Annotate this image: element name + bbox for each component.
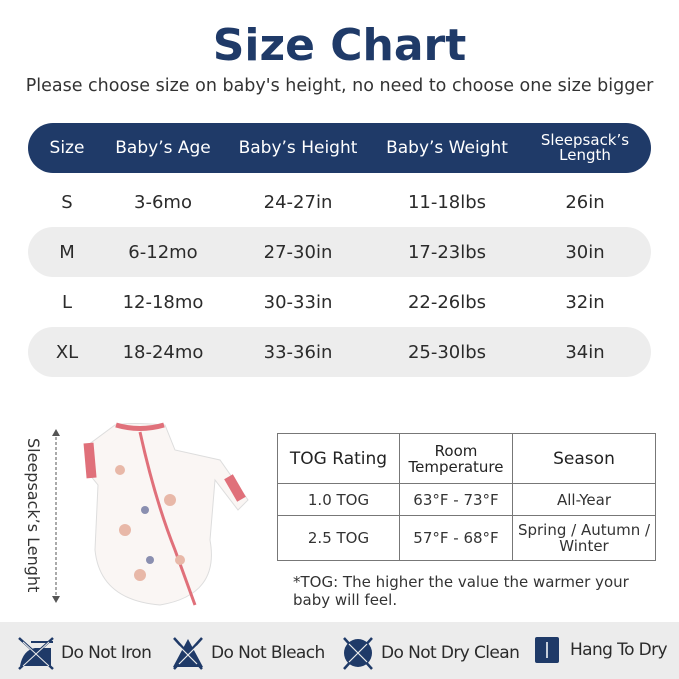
cell-height: 27-30in [263, 241, 333, 263]
tog-table: TOG Rating Room Temperature Season 1.0 T… [277, 433, 656, 561]
care-item: Do Not Iron [17, 636, 152, 670]
cell-length: 34in [565, 341, 605, 363]
cell-size: S [61, 191, 73, 213]
page-title: Size Chart [212, 20, 467, 71]
cell-length: 30in [565, 241, 605, 263]
cell-height: 33-36in [263, 341, 333, 363]
cell-weight: 25-30lbs [407, 341, 487, 363]
care-label: Hang To Dry [570, 640, 668, 660]
tog-cell: 2.5 TOG [277, 515, 400, 561]
tog-header-temp: Room Temperature [399, 433, 513, 484]
tog-header-rating: TOG Rating [277, 433, 400, 484]
cell-age: 12-18mo [122, 291, 204, 313]
tog-note: *TOG: The higher the value the warmer yo… [293, 573, 629, 609]
care-label: Do Not Dry Clean [381, 643, 520, 663]
header-size: Size [49, 137, 85, 158]
cell-height: 24-27in [263, 191, 333, 213]
header-length: Sleepsack’s Length [540, 131, 630, 164]
no-iron-icon [18, 637, 54, 670]
care-band [0, 622, 679, 679]
cell-size: L [61, 291, 73, 313]
care-item: Do Not Bleach [171, 636, 325, 670]
cell-height: 30-33in [263, 291, 333, 313]
care-item: Do Not Dry Clean [341, 636, 520, 670]
cell-length: 26in [565, 191, 605, 213]
care-label: Do Not Bleach [211, 643, 325, 663]
size-row: S 3-6mo 24-27in 11-18lbs 26in [28, 177, 651, 227]
tog-cell: 63°F - 73°F [399, 483, 513, 516]
size-row: M 6-12mo 27-30in 17-23lbs 30in [28, 227, 651, 277]
cell-age: 3-6mo [134, 191, 192, 213]
cell-weight: 17-23lbs [407, 241, 487, 263]
length-arrow [52, 429, 60, 603]
size-row: L 12-18mo 30-33in 22-26lbs 32in [28, 277, 651, 327]
tog-cell: 1.0 TOG [277, 483, 400, 516]
care-item: Hang To Dry [534, 636, 668, 664]
header-height: Baby’s Height [238, 137, 358, 158]
cell-age: 18-24mo [122, 341, 204, 363]
cell-size: XL [55, 341, 79, 363]
tog-cell: 57°F - 68°F [399, 515, 513, 561]
cell-weight: 11-18lbs [407, 191, 487, 213]
size-row: XL 18-24mo 33-36in 25-30lbs 34in [28, 327, 651, 377]
subtitle: Please choose size on baby's height, no … [25, 76, 654, 96]
length-label: Sleepsack’s Lenght [24, 437, 43, 593]
sleepsack-image [83, 422, 249, 606]
hang-dry-icon [535, 637, 559, 663]
cell-length: 32in [565, 291, 605, 313]
no-dry-clean-icon [343, 637, 373, 670]
tog-header-season: Season [512, 433, 656, 484]
header-weight: Baby’s Weight [386, 137, 508, 158]
cell-size: M [59, 241, 75, 263]
no-bleach-icon [173, 637, 203, 670]
care-label: Do Not Iron [61, 643, 152, 663]
cell-weight: 22-26lbs [407, 291, 487, 313]
tog-cell: Spring / Autumn / Winter [512, 515, 656, 561]
cell-age: 6-12mo [128, 241, 198, 263]
header-age: Baby’s Age [115, 137, 211, 158]
size-table-header: Size Baby’s Age Baby’s Height Baby’s Wei… [28, 123, 651, 173]
tog-cell: All-Year [512, 483, 656, 516]
